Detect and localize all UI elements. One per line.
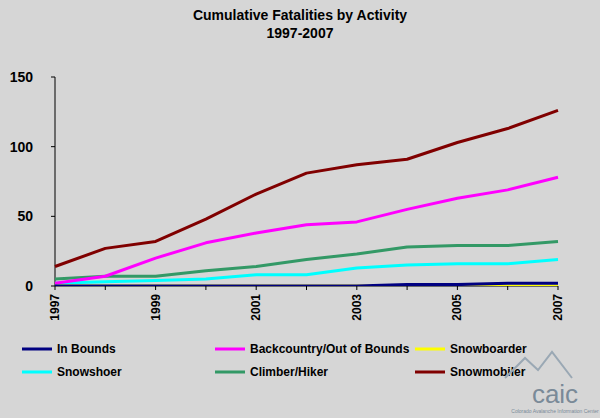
y-tick-label: 100 bbox=[10, 139, 34, 155]
plot-area bbox=[55, 110, 558, 286]
series-line bbox=[55, 260, 558, 284]
y-tick bbox=[51, 146, 55, 147]
logo-text: caic bbox=[532, 379, 578, 409]
legend-swatch bbox=[22, 348, 52, 351]
x-tick bbox=[457, 286, 458, 290]
x-tick bbox=[256, 286, 257, 290]
y-tick bbox=[51, 77, 55, 78]
x-tick bbox=[55, 286, 56, 290]
series-line bbox=[55, 283, 558, 286]
chart-svg: Cumulative Fatalities by Activity 1997-20… bbox=[0, 0, 600, 418]
background bbox=[0, 0, 600, 418]
legend-label: Backcountry/Out of Bounds bbox=[250, 342, 410, 356]
x-tick bbox=[407, 286, 408, 290]
y-axis bbox=[55, 77, 56, 286]
y-tick bbox=[51, 216, 55, 217]
legend-label: Snowboarder bbox=[450, 342, 527, 356]
logo: caicColorado Avalanche Information Cente… bbox=[505, 352, 599, 414]
x-tick bbox=[205, 286, 206, 290]
logo-mountain bbox=[505, 352, 572, 378]
x-tick-label: 2007 bbox=[551, 294, 565, 321]
y-tick bbox=[51, 286, 55, 287]
y-tick-label: 0 bbox=[25, 278, 33, 294]
x-tick bbox=[356, 286, 357, 290]
x-tick-label: 2001 bbox=[249, 294, 263, 321]
x-tick bbox=[507, 286, 508, 290]
x-tick-label: 1999 bbox=[149, 294, 163, 321]
x-tick bbox=[558, 286, 559, 290]
x-tick-label: 1997 bbox=[48, 294, 62, 321]
legend-swatch bbox=[415, 348, 445, 351]
x-tick bbox=[306, 286, 307, 290]
y-tick-label: 50 bbox=[17, 208, 33, 224]
legend-label: Climber/Hiker bbox=[250, 365, 328, 379]
x-tick-label: 2005 bbox=[450, 294, 464, 321]
legend-label: In Bounds bbox=[57, 342, 116, 356]
legend-swatch bbox=[415, 371, 445, 374]
title: Cumulative Fatalities by Activity bbox=[193, 7, 407, 23]
logo-subtitle: Colorado Avalanche Information Center bbox=[511, 408, 599, 414]
x-tick bbox=[155, 286, 156, 290]
x-tick-label: 2003 bbox=[350, 294, 364, 321]
series-line bbox=[55, 110, 558, 266]
legend-label: Snowshoer bbox=[57, 365, 122, 379]
subtitle: 1997-2007 bbox=[267, 25, 334, 41]
series-line bbox=[55, 177, 558, 283]
chart-container: Cumulative Fatalities by Activity 1997-20… bbox=[0, 0, 600, 418]
y-tick-label: 150 bbox=[10, 69, 34, 85]
x-tick bbox=[105, 286, 106, 290]
legend-swatch bbox=[215, 348, 245, 351]
legend-swatch bbox=[215, 371, 245, 374]
legend-label: Snowmobiler bbox=[450, 365, 526, 379]
legend-swatch bbox=[22, 371, 52, 374]
